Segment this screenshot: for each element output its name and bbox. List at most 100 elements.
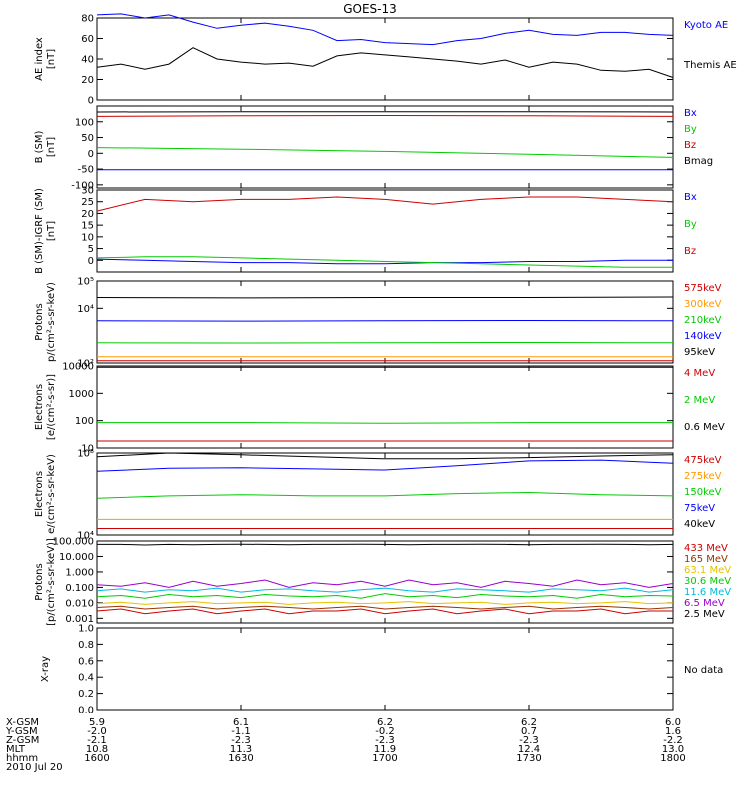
footer-hhmm-value: 1630	[228, 753, 253, 764]
y-tick-label: 5	[88, 244, 94, 255]
y-axis-label: [nT]	[46, 221, 57, 241]
y-tick-label: 0.100	[65, 583, 94, 594]
y-tick-label: 0.6	[78, 656, 94, 667]
legend-entry: 95keV	[684, 347, 715, 358]
legend-entry: 11.6 MeV	[684, 587, 731, 598]
panel-4: 10 100 1000 10000 Electrons [e/(cm²-s-sr)] 4 M…	[34, 362, 725, 455]
series-line-0	[96, 13, 674, 46]
legend-entry: By	[684, 124, 697, 135]
series-line-3	[96, 459, 674, 472]
legend-entry: 4 MeV	[684, 368, 715, 379]
footer-ygsm-value: 1.6	[665, 726, 681, 737]
footer-zgsm-value: -2.3	[375, 735, 395, 746]
panel-1: -100 -50 0 50 100 B (SM) [nT] Bx By Bz Bmag	[34, 105, 713, 191]
panel-0: 0 20 40 60 80 AE index [nT] Kyoto AE Themis AE	[34, 13, 737, 107]
footer-zgsm-value: -2.3	[519, 735, 539, 746]
y-tick-label: 0.2	[78, 689, 94, 700]
legend-entry: Bz	[684, 246, 696, 257]
series-line-3	[96, 319, 674, 322]
panel-frame	[96, 627, 674, 711]
footer-ygsm-value: -0.2	[375, 726, 395, 737]
footer-hhmm-value: 1600	[84, 753, 109, 764]
y-axis-label: [nT]	[46, 49, 57, 69]
legend-entry: 165 MeV	[684, 554, 728, 565]
series-line-2	[96, 601, 674, 605]
y-tick-label: 0	[88, 149, 94, 160]
series-line-4	[96, 452, 674, 460]
legend-entry: Bx	[684, 108, 697, 119]
y-tick-label: 100	[75, 117, 94, 128]
legend-entry: 63.1 MeV	[684, 565, 731, 576]
y-tick-label: 10²	[77, 359, 94, 370]
y-axis-label: Protons	[34, 303, 45, 340]
no-data-label: No data	[684, 665, 723, 676]
footer-row-label: X-GSM	[6, 717, 39, 728]
series-line-1	[96, 256, 673, 268]
footer-mlt-value: 11.3	[230, 744, 252, 755]
legend-entry: 140keV	[684, 331, 722, 342]
legend-entry: 210keV	[684, 315, 722, 326]
y-tick-label: 0	[88, 256, 94, 267]
legend-entry: 2 MeV	[684, 395, 715, 406]
legend-entry: 6.5 MeV	[684, 598, 725, 609]
legend-entry: 300keV	[684, 299, 722, 310]
y-axis-label: p/(cm²-s-sr-keV)	[46, 282, 57, 362]
footer-zgsm-value: -2.1	[87, 735, 107, 746]
legend-entry: 0.6 MeV	[684, 422, 725, 433]
series-line-1	[97, 422, 673, 424]
y-tick-label: 50	[81, 133, 94, 144]
legend-entry: 433 MeV	[684, 543, 728, 554]
series-line-6	[97, 543, 674, 546]
y-tick-label: 10⁵	[77, 277, 94, 288]
panel-frame	[96, 365, 674, 449]
y-axis-label: B (SM)	[34, 130, 45, 163]
y-tick-label: 20	[81, 75, 94, 86]
series-line-2	[96, 491, 674, 499]
footer-hhmm-value: 1700	[372, 753, 397, 764]
footer-xgsm-value: 6.2	[377, 717, 393, 728]
legend-entry: 40keV	[684, 519, 715, 530]
y-tick-label: 100.000	[53, 537, 94, 548]
footer-row-label: Z-GSM	[6, 735, 39, 746]
legend-entry: By	[684, 219, 697, 230]
y-axis-label: Electrons	[34, 471, 45, 517]
series-line-4	[96, 587, 674, 593]
series-line-4	[96, 296, 674, 299]
footer-row-label: hhmm	[6, 753, 38, 764]
legend-entry: Themis AE	[683, 60, 737, 71]
y-tick-label: 80	[81, 14, 94, 25]
series-line-3	[96, 593, 674, 599]
legend-entry: 275keV	[684, 471, 722, 482]
y-tick-label: 10⁴	[77, 304, 94, 315]
footer-mlt-value: 11.9	[374, 744, 396, 755]
series-line-2	[96, 114, 674, 117]
y-tick-label: 10000	[62, 362, 94, 373]
series-line-2	[96, 341, 674, 344]
y-axis-label: B (SM)-IGRF (SM)	[34, 188, 45, 274]
y-tick-label: 25	[81, 197, 94, 208]
legend-entry: Bmag	[684, 156, 713, 167]
y-tick-label: 10	[81, 444, 94, 455]
y-tick-label: 0	[88, 96, 94, 107]
y-axis-label: [nT]	[46, 137, 57, 157]
y-tick-label: 10.000	[59, 552, 94, 563]
panel-3: 10² 10⁴ 10⁵ Protons p/(cm²-s-sr-keV) 575keV 30…	[34, 277, 722, 370]
y-tick-label: 10⁴	[77, 531, 94, 542]
y-tick-label: 1000	[69, 389, 94, 400]
series-line-0	[96, 608, 673, 615]
y-tick-label: 10⁵	[77, 449, 94, 460]
footer-mlt-value: 10.8	[86, 744, 108, 755]
y-tick-label: -50	[78, 165, 94, 176]
y-tick-label: 60	[81, 34, 94, 45]
legend-entry: Bz	[684, 140, 696, 151]
panel-frame	[96, 189, 674, 273]
y-tick-label: 100	[75, 416, 94, 427]
y-axis-label: AE index	[34, 37, 45, 81]
legend-entry: 2.5 MeV	[684, 609, 725, 620]
footer-xgsm-value: 6.0	[665, 717, 681, 728]
y-tick-label: 10	[81, 232, 94, 243]
panel-frame	[96, 280, 674, 364]
